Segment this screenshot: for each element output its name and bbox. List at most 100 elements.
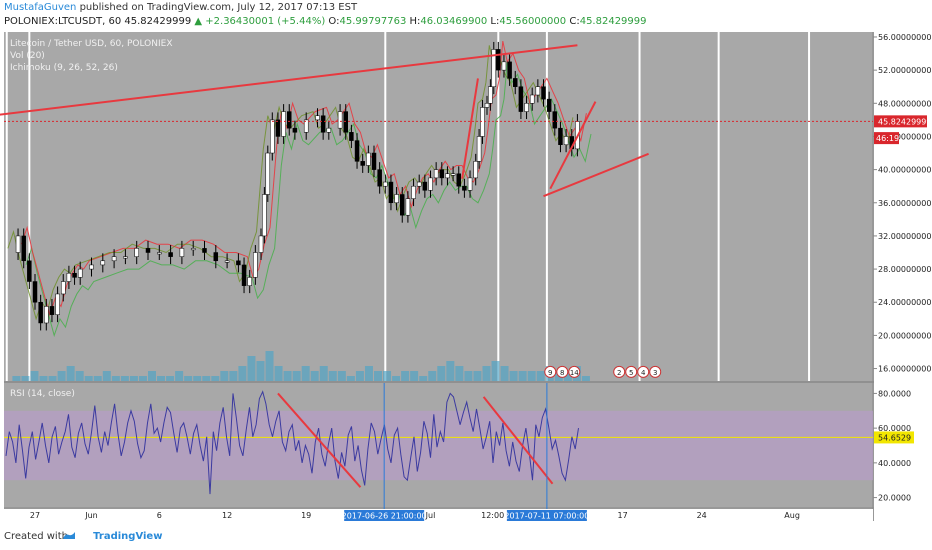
publish-info: published on TradingView.com, July 12, 2…	[79, 2, 358, 13]
volume-bar-43	[401, 371, 410, 381]
event-label-b-3: 3	[653, 369, 657, 377]
candle-body-40	[320, 115, 326, 133]
candle-body-24	[213, 252, 219, 262]
candle-body-25	[224, 260, 230, 263]
crosshair-date-label-1: 2017-07-11 07:00:00	[504, 512, 589, 521]
candle-body-79	[535, 86, 541, 96]
candle-body-78	[529, 94, 535, 104]
trend-line-2	[543, 152, 649, 198]
candle-body-63	[456, 173, 461, 187]
candle-body-30	[258, 235, 264, 253]
candle-body-34	[275, 119, 281, 137]
high-value: 46.03469900	[420, 16, 488, 27]
candle-body-71	[491, 49, 497, 87]
event-bubble-b-1	[625, 365, 638, 378]
volume-bar-20	[193, 376, 202, 381]
publish-line: MustafaGuven published on TradingView.co…	[4, 2, 357, 13]
candle-body-33	[270, 119, 275, 154]
candle-body-21	[179, 248, 185, 257]
event-label-b-0: 2	[617, 369, 621, 377]
candle-body-64	[462, 185, 467, 191]
volume-bar-57	[527, 371, 536, 381]
candle-body-13	[89, 264, 94, 270]
volume-bar-2	[30, 371, 39, 381]
price-tick-label-8: 24.00000000	[878, 298, 931, 307]
volume-bar-45	[419, 376, 428, 381]
candle-body-15	[111, 256, 117, 262]
volume-bar-29	[274, 366, 283, 381]
candle-body-19	[157, 252, 162, 255]
volume-bar-15	[148, 371, 156, 381]
candle-body-59	[433, 169, 439, 179]
price-tick-label-4: 40.00000000	[878, 166, 931, 175]
price-tick-label-10: 16.00000000	[878, 365, 931, 374]
open-value: 45.99797763	[339, 16, 407, 27]
volume-bar-63	[581, 376, 590, 381]
volume-bar-30	[283, 371, 292, 381]
last-price-tag: 45.82429999	[878, 117, 931, 126]
volume-bar-44	[410, 371, 419, 381]
ichimoku-span-a	[25, 61, 592, 338]
low-value: 45.56000000	[499, 16, 567, 27]
time-axis-bg	[4, 509, 873, 521]
candle-body-66	[473, 161, 478, 179]
candle-body-58	[428, 177, 433, 191]
last-price: 45.82429999	[124, 16, 192, 27]
candle-body-3	[27, 260, 32, 282]
rsi-line	[5, 390, 579, 495]
candle-body-42	[337, 111, 343, 129]
candle-body-83	[558, 127, 563, 145]
volume-bar-58	[536, 371, 545, 381]
volume-bar-25	[238, 366, 247, 381]
volume-bar-26	[247, 356, 256, 381]
volume-bar-11	[111, 376, 120, 381]
volume-bar-17	[166, 376, 175, 381]
price-tick-label-7: 28.00000000	[878, 265, 931, 274]
time-tick-label-3: 12	[222, 511, 232, 520]
volume-bar-34	[319, 366, 328, 381]
high-label: H:	[409, 16, 421, 27]
event-bubble-a-2	[568, 365, 581, 378]
tradingview-brand[interactable]: TradingView	[93, 531, 163, 542]
author-link[interactable]: MustafaGuven	[4, 2, 77, 13]
candle-body-16	[123, 256, 128, 259]
candle-body-7	[49, 306, 55, 315]
volume-bar-27	[256, 361, 265, 381]
candle-body-74	[507, 61, 512, 79]
candle-body-20	[168, 252, 173, 257]
candle-body-46	[360, 161, 365, 166]
price-tick-label-5: 36.00000000	[878, 199, 931, 208]
candle-body-2	[21, 235, 26, 262]
volume-bar-52	[482, 366, 491, 381]
volume-bar-47	[437, 366, 446, 381]
candle-body-57	[422, 181, 428, 191]
candle-body-68	[480, 107, 485, 137]
time-tick-label-8: 24	[697, 511, 707, 520]
candle-body-29	[253, 252, 258, 278]
volume-bar-24	[229, 371, 238, 381]
volume-bar-21	[202, 376, 211, 381]
candle-body-1	[15, 235, 21, 253]
volume-bar-8	[84, 376, 93, 381]
volume-bar-48	[446, 361, 455, 381]
candle-body-49	[377, 169, 382, 187]
volume-bar-49	[455, 366, 464, 381]
candle-body-56	[416, 181, 422, 187]
candle-body-77	[524, 103, 529, 112]
candle-body-37	[292, 127, 298, 133]
candle-body-17	[134, 248, 139, 257]
candle-body-5	[38, 301, 43, 324]
candle-body-22	[190, 248, 196, 251]
candle-body-60	[439, 169, 445, 179]
rsi-trend-line-0	[277, 392, 362, 488]
candle-body-47	[366, 152, 371, 166]
candle-body-9	[61, 281, 66, 295]
price-change: ▲ +2.36430001 (+5.44%)	[194, 16, 326, 27]
rsi-trend-line-1	[482, 396, 554, 485]
volume-bar-56	[518, 371, 527, 381]
volume-bar-0	[12, 376, 21, 381]
candle-body-61	[445, 173, 450, 179]
rsi-band	[4, 410, 873, 481]
volume-bar-36	[337, 371, 346, 381]
